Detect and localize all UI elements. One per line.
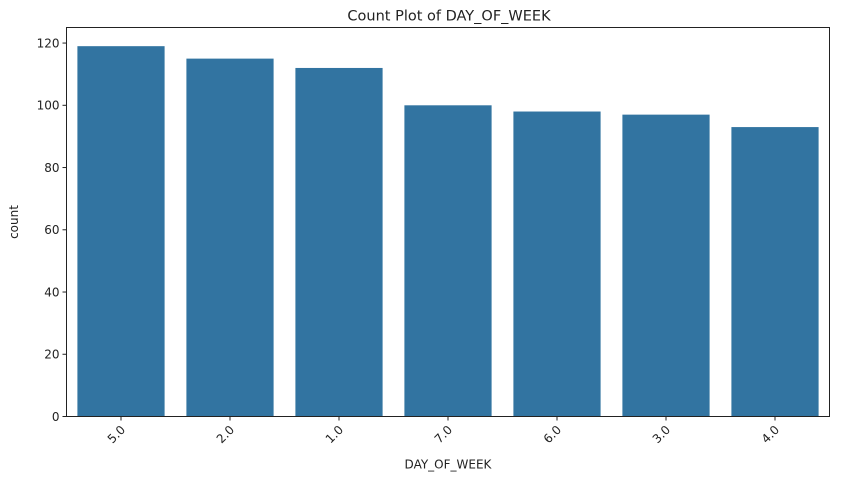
y-tick-label: 20 (44, 348, 59, 362)
x-tick-label: 3.0 (650, 423, 673, 446)
x-axis: 5.0 2.0 1.0 7.0 6.0 3.0 4.0 (105, 416, 782, 446)
x-tick-label: 6.0 (541, 423, 564, 446)
bar-5.0 (77, 46, 165, 417)
bar-1.0 (295, 67, 383, 417)
bars-group (77, 46, 819, 417)
x-axis-title: DAY_OF_WEEK (405, 458, 493, 472)
y-tick-label: 100 (37, 99, 60, 113)
bar-7.0 (404, 105, 492, 417)
y-tick-label: 40 (44, 285, 59, 299)
x-tick-label: 7.0 (432, 423, 455, 446)
bar-2.0 (186, 58, 274, 417)
y-tick-label: 0 (52, 410, 60, 424)
y-axis-title: count (7, 205, 21, 239)
bar-4.0 (731, 127, 819, 417)
y-axis: 0 20 40 60 80 100 120 (37, 36, 67, 424)
x-tick-label: 2.0 (214, 423, 237, 446)
y-tick-label: 120 (37, 36, 60, 50)
y-tick-label: 60 (44, 223, 59, 237)
bar-6.0 (513, 111, 601, 417)
y-tick-label: 80 (44, 161, 59, 175)
bar-3.0 (622, 114, 710, 417)
x-tick-label: 5.0 (105, 423, 128, 446)
x-tick-label: 1.0 (323, 423, 346, 446)
x-tick-label: 4.0 (759, 423, 782, 446)
plot-frame (66, 27, 830, 417)
chart-title: Count Plot of DAY_OF_WEEK (347, 9, 551, 25)
